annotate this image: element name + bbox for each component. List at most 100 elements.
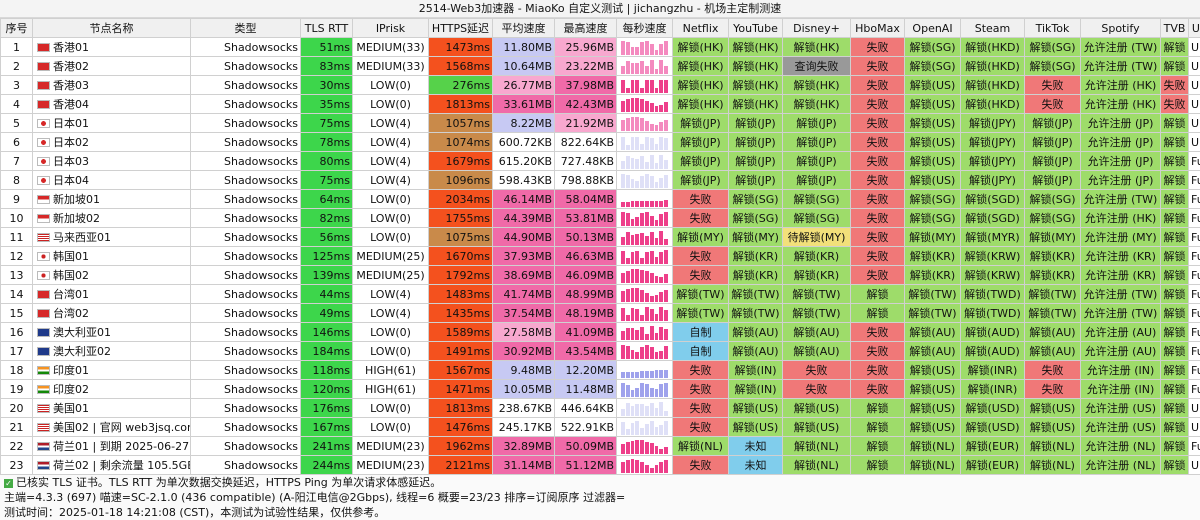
column-header[interactable]: 节点名称 (33, 19, 191, 38)
cell-tvb: 解锁 (1161, 342, 1189, 361)
column-header[interactable]: TikTok (1025, 19, 1081, 38)
cell-rtt: 83ms (301, 57, 353, 76)
speed-bar (655, 238, 659, 245)
speed-bar (640, 176, 644, 188)
cell-hbo: 失败 (851, 114, 905, 133)
speed-bar (650, 216, 654, 226)
column-header[interactable]: Disney+ (783, 19, 851, 38)
column-header[interactable]: TLS RTT (301, 19, 353, 38)
speed-bar (621, 273, 625, 283)
cell-steam: 解锁(AUD) (961, 323, 1025, 342)
column-header[interactable]: HTTPS延迟 (429, 19, 493, 38)
cell-hbo: 解锁 (851, 285, 905, 304)
cell-openai: 解锁(NL) (905, 437, 961, 456)
cell-disney: 解锁(JP) (783, 114, 851, 133)
speed-bar (650, 388, 654, 397)
cell-udp: Unknown (1189, 399, 1200, 418)
cell-iprisk: LOW(0) (353, 323, 429, 342)
column-header[interactable]: IPrisk (353, 19, 429, 38)
speed-bar (635, 330, 639, 340)
column-header[interactable]: YouTube (729, 19, 783, 38)
node-name: 美国02 | 官网 web3jsq.com (33, 418, 191, 437)
cell-youtube: 解锁(HK) (729, 76, 783, 95)
cell-steam: 解锁(JPY) (961, 114, 1025, 133)
cell-iprisk: LOW(0) (353, 95, 429, 114)
cell-rtt: 125ms (301, 247, 353, 266)
speed-bar (645, 406, 649, 416)
speed-bar (621, 174, 625, 188)
speed-bar (645, 384, 649, 397)
column-header[interactable]: Steam (961, 19, 1025, 38)
speed-bar (645, 334, 649, 340)
cell-tiktok: 解锁(AU) (1025, 342, 1081, 361)
cell-tiktok: 解锁(US) (1025, 418, 1081, 437)
node-name-text: 香港04 (53, 98, 89, 111)
speed-bar (621, 251, 625, 264)
cell-steam: 解锁(TWD) (961, 285, 1025, 304)
column-header[interactable]: 序号 (1, 19, 33, 38)
column-header[interactable]: HboMax (851, 19, 905, 38)
column-header[interactable]: Spotify (1081, 19, 1161, 38)
column-header[interactable]: 平均速度 (493, 19, 555, 38)
cell-disney: 解锁(US) (783, 418, 851, 437)
speed-bar (640, 428, 644, 435)
node-name: 荷兰01 | 到期 2025-06-27 (33, 437, 191, 456)
speed-bar (659, 155, 663, 169)
speed-bar (626, 175, 630, 188)
speed-bar (631, 328, 635, 340)
cell-https: 1792ms (429, 266, 493, 285)
speed-bar (626, 258, 630, 264)
cell-udp: FullCone (1189, 285, 1200, 304)
cell-spotify: 允许注册 (AU) (1081, 342, 1161, 361)
column-header[interactable]: Netflix (673, 19, 729, 38)
cell-disney: 解锁(TW) (783, 304, 851, 323)
column-header[interactable]: UDP类型 (1189, 19, 1200, 38)
flag-icon-cn (37, 290, 50, 299)
speed-bar (655, 182, 659, 188)
column-header[interactable]: OpenAI (905, 19, 961, 38)
cell-steam: 解锁(USD) (961, 399, 1025, 418)
cell-https: 1491ms (429, 342, 493, 361)
speed-sparkline (617, 323, 673, 342)
speed-bar (640, 88, 644, 93)
node-name: 印度02 (33, 380, 191, 399)
node-name-text: 日本04 (53, 174, 89, 187)
speed-bar (664, 175, 668, 188)
cell-rtt: 44ms (301, 285, 353, 304)
cell-https: 1962ms (429, 437, 493, 456)
speed-bar (664, 80, 668, 93)
cell-rtt: 241ms (301, 437, 353, 456)
column-header[interactable]: 最高速度 (555, 19, 617, 38)
column-header[interactable]: 类型 (191, 19, 301, 38)
column-header[interactable]: 每秒速度 (617, 19, 673, 38)
speed-bar (635, 117, 639, 131)
node-name-text: 荷兰01 | 到期 2025-06-27 (53, 440, 189, 453)
speed-bar (645, 307, 649, 321)
column-header[interactable]: TVB (1161, 19, 1189, 38)
cell-tvb: 解锁 (1161, 456, 1189, 475)
cell-openai: 解锁(KR) (905, 266, 961, 285)
